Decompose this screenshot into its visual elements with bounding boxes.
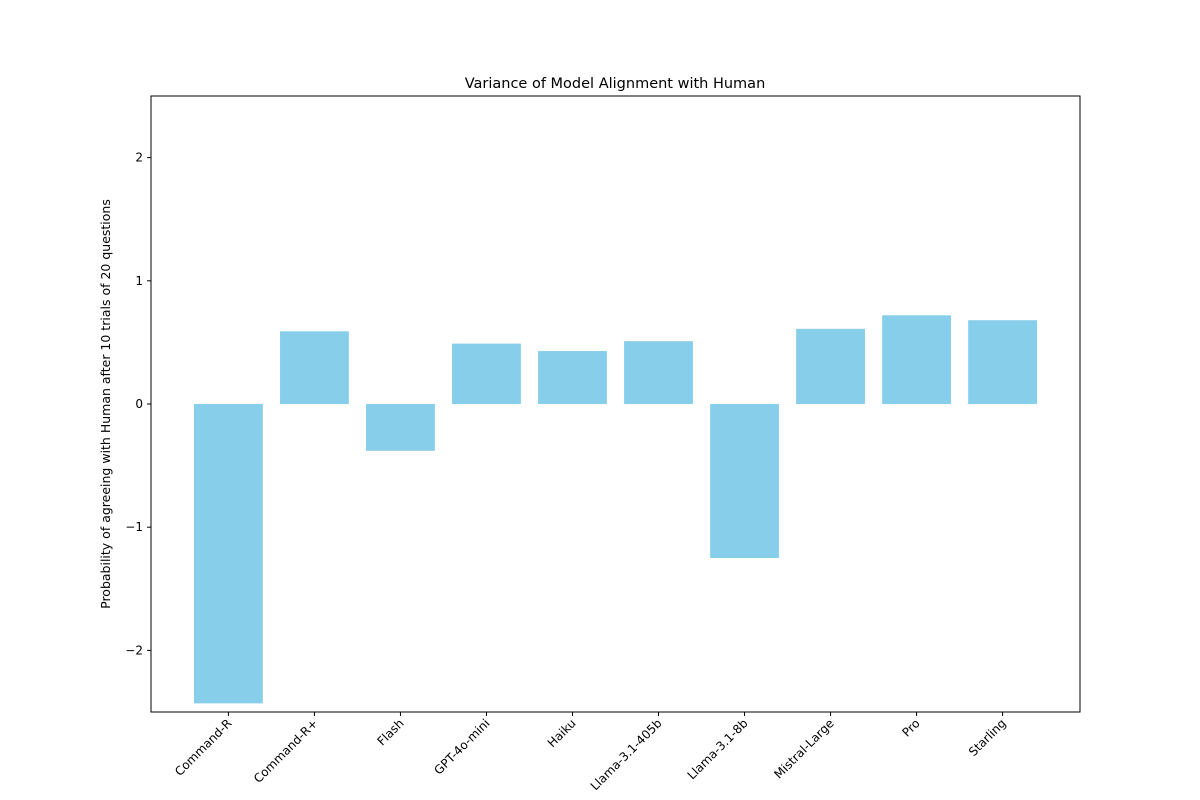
y-tick-label: −1 [125,520,143,534]
bar-flash [366,404,435,451]
y-tick-label: 0 [135,397,143,411]
y-tick-label: 2 [135,151,143,165]
bar-pro [882,315,951,404]
chart-title: Variance of Model Alignment with Human [465,76,766,92]
x-tick-label: Mistral-Large [771,716,836,781]
bars-group [194,315,1037,704]
bar-haiku [538,351,607,404]
x-tick-label: Llama-3.1-405b [588,716,665,793]
x-tick-label: Pro [899,716,922,739]
bar-command-r [194,404,263,704]
bar-gpt-4o-mini [452,343,521,404]
bar-command-r- [280,331,349,404]
x-tick-label: Starling [966,716,1009,759]
x-axis: Command-R Command-R+ Flash GPT-4o-mini Haiku… [172,712,1009,793]
y-tick-label: 1 [135,274,143,288]
bar-starling [968,320,1037,404]
x-tick-label: Command-R [172,716,234,778]
x-tick-label: Command-R+ [251,716,321,786]
y-axis-label: Probability of agreeing with Human after… [98,199,113,609]
x-tick-label: Llama-3.1-8b [685,716,751,782]
bar-llama-3-1-405b [624,341,693,404]
x-tick-label: GPT-4o-mini [431,716,492,777]
y-axis: −2 −1 0 1 2 [125,151,151,657]
bar-mistral-large [796,328,865,404]
x-tick-label: Flash [374,716,406,748]
bar-llama-3-1-8b [710,404,779,558]
x-tick-label: Haiku [545,716,579,750]
y-tick-label: −2 [125,643,143,657]
